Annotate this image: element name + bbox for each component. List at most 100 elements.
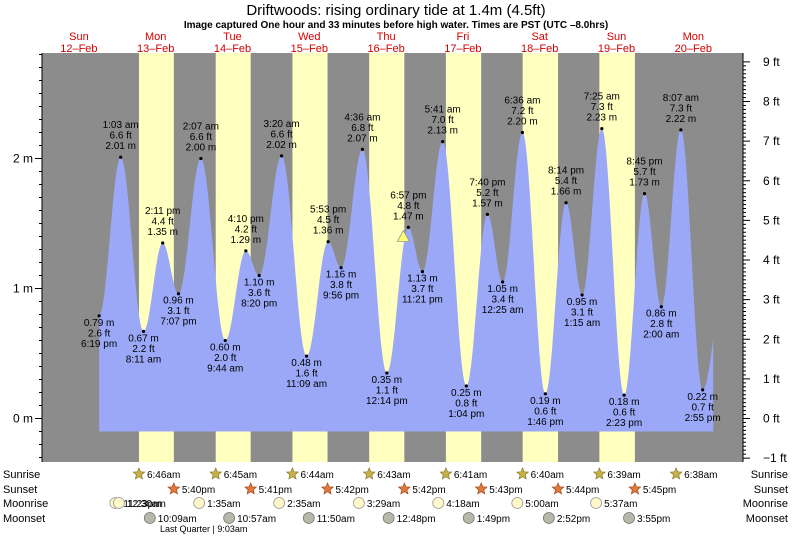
tide-label: 4.4 ft <box>152 217 174 228</box>
tide-label: 12:14 pm <box>366 396 408 407</box>
left-axis-label: 2 m <box>13 152 33 166</box>
tide-point <box>326 240 330 244</box>
moonrise-time: 3:29am <box>367 499 400 510</box>
tide-label: 2.0 ft <box>214 353 236 364</box>
tide-label: 8:07 am <box>663 93 699 104</box>
moonset-row-label: Moonset <box>3 513 45 525</box>
tide-label: 11:09 am <box>286 379 327 390</box>
tide-point <box>441 140 445 144</box>
moonset-row-label-right: Moonset <box>746 513 788 525</box>
tide-label: 0.48 m <box>291 358 322 369</box>
tide-label: 2.6 ft <box>88 328 110 339</box>
tide-label: 2:07 am <box>183 122 219 133</box>
moonrise-time: 2:35am <box>287 499 320 510</box>
sun-icon <box>209 467 223 480</box>
tide-label: 2:11 pm <box>145 206 180 217</box>
tide-label: 0.8 ft <box>455 399 477 410</box>
tide-label: 0.22 m <box>687 392 718 403</box>
tide-label: 6:36 am <box>504 96 540 107</box>
tide-label: 5.4 ft <box>555 176 577 187</box>
tide-label: 12:25 am <box>482 305 524 316</box>
day-date: 20–Feb <box>675 43 712 55</box>
right-axis-label: 2 ft <box>763 332 780 346</box>
tide-point <box>464 384 468 388</box>
day-name: Thu <box>377 31 396 43</box>
sunrise-time: 6:43am <box>377 470 410 481</box>
tide-point <box>304 354 309 358</box>
moonrise-time: 5:00am <box>525 499 558 510</box>
tide-label: 8:20 pm <box>241 299 277 310</box>
sunrise-row-label: Sunrise <box>3 469 40 481</box>
tide-label: 2.8 ft <box>650 319 672 330</box>
tide-point <box>701 388 705 392</box>
right-axis-label: 5 ft <box>763 213 780 227</box>
tide-point <box>339 266 343 270</box>
moonset-time: 1:49pm <box>477 514 510 525</box>
tide-label: 2.01 m <box>105 141 136 152</box>
tide-label: 3.6 ft <box>248 288 270 299</box>
chart-subtitle: Image captured One hour and 33 minutes b… <box>184 20 608 31</box>
tide-label: 1.35 m <box>147 227 178 238</box>
tide-label: 1.6 ft <box>295 369 317 380</box>
tide-point <box>385 371 389 375</box>
sun-icon <box>132 467 146 480</box>
tide-label: 0.67 m <box>128 333 159 344</box>
tide-label: 2.20 m <box>507 117 538 128</box>
sunrise-time: 6:41am <box>454 470 487 481</box>
tide-label: 0.96 m <box>163 296 194 307</box>
moonrise-time: 12:30am <box>127 499 166 510</box>
sun-icon <box>516 467 530 480</box>
day-name: Sun <box>607 31 627 43</box>
sun-moon-table: Sunrise Sunrise 6:46am 6:45am 6:44am 6:43am 6:… <box>3 467 788 534</box>
sunset-time: 5:42pm <box>336 485 369 496</box>
tide-label: 1.66 m <box>551 187 582 198</box>
tide-label: 1:46 pm <box>527 417 563 428</box>
moonset-icon <box>542 512 555 524</box>
day-name: Sun <box>69 31 89 43</box>
tide-label: 0.35 m <box>372 375 403 386</box>
sunrise-time: 6:44am <box>300 470 333 481</box>
tide-label: 1.73 m <box>629 178 660 189</box>
day-name: Fri <box>456 31 469 43</box>
tide-label: 0.7 ft <box>692 402 714 413</box>
tide-label: 1.05 m <box>487 284 518 295</box>
tide-label: 0.60 m <box>210 343 241 354</box>
tide-label: 0.25 m <box>451 388 482 399</box>
tide-label: 3.4 ft <box>492 295 514 306</box>
tide-point <box>176 292 181 296</box>
sun-icon <box>592 467 606 480</box>
tide-label: 8:14 pm <box>548 166 584 177</box>
tide-area <box>99 128 714 432</box>
moonrise-icon <box>193 497 206 509</box>
tide-label: 0.95 m <box>567 297 598 308</box>
sunset-row-label-right: Sunset <box>754 484 788 496</box>
moonset-time: 3:55pm <box>637 514 670 525</box>
tide-point <box>199 156 203 161</box>
tide-label: 7.0 ft <box>432 115 454 126</box>
tide-label: 6:19 pm <box>81 339 117 350</box>
moonrise-icon <box>352 497 365 509</box>
tide-point <box>244 249 248 253</box>
tide-label: 1.57 m <box>472 198 503 209</box>
day-name: Tue <box>223 31 242 43</box>
tide-label: 6.6 ft <box>270 129 292 140</box>
tide-label: 1:03 am <box>103 120 139 131</box>
moonset-icon <box>382 512 395 524</box>
sun-icon <box>167 482 181 495</box>
tide-point <box>119 155 123 159</box>
sunset-time: 5:43pm <box>489 485 522 496</box>
sunset-row-label: Sunset <box>3 484 37 496</box>
tide-label: 3.7 ft <box>411 284 433 295</box>
moonset-icon <box>143 512 156 524</box>
sun-icon <box>439 467 453 480</box>
sun-icon <box>551 482 565 495</box>
moonrise-icon <box>511 497 524 509</box>
right-axis-label: 1 ft <box>763 372 780 386</box>
sunset-time: 5:45pm <box>643 485 676 496</box>
tide-label: 2.07 m <box>347 133 378 144</box>
tide-label: 1.29 m <box>231 235 262 246</box>
tide-label: 1.36 m <box>313 226 344 237</box>
moonset-time: 10:09am <box>158 514 197 525</box>
tide-label: 3.8 ft <box>330 280 352 291</box>
sunset-time: 5:44pm <box>566 485 599 496</box>
